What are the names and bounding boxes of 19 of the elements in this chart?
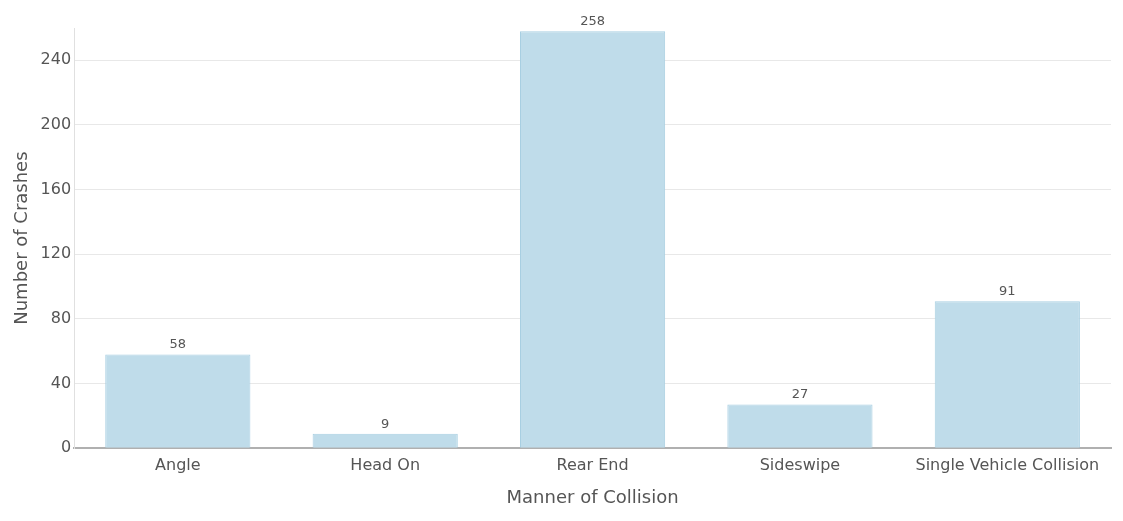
x-axis-title: Manner of Collision [506, 485, 679, 507]
x-tick-label: Single Vehicle Collision [915, 454, 1100, 474]
y-tick-label: 200 [40, 114, 72, 134]
y-tick-label: 240 [40, 49, 72, 69]
data-label: 58 [169, 336, 187, 352]
x-tick-label: Head On [350, 454, 421, 474]
y-axis-title: Number of Crashes [10, 151, 32, 325]
data-label: 9 [381, 415, 390, 431]
x-tick-label: Sideswipe [759, 454, 841, 474]
y-tick-label: 40 [50, 372, 72, 392]
data-label: 258 [580, 13, 605, 29]
y-tick-label: 160 [40, 178, 72, 198]
y-tick-label: 80 [50, 308, 72, 328]
data-label: 27 [791, 386, 809, 402]
y-tick-label: 120 [40, 243, 72, 263]
y-tick-label: 0 [60, 437, 72, 457]
x-tick-label: Rear End [556, 454, 629, 474]
x-tick-label: Angle [155, 454, 201, 474]
data-label: 91 [999, 283, 1016, 299]
